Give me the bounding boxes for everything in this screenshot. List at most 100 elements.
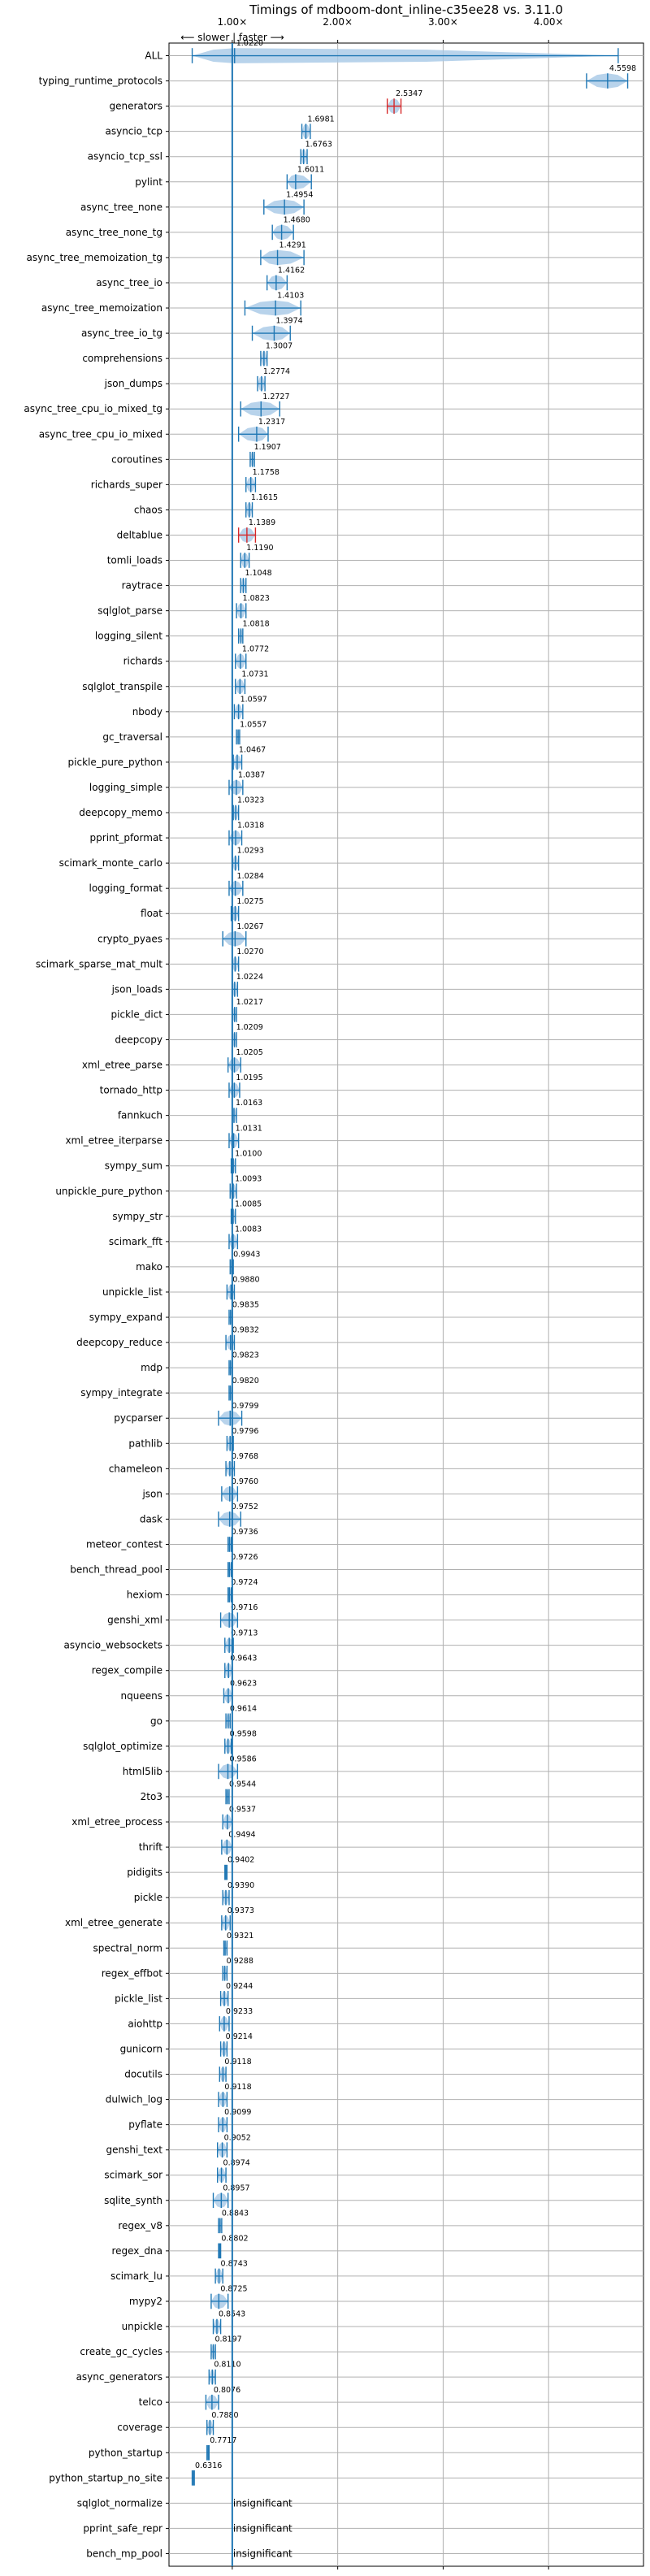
value-label: 1.0467 xyxy=(239,746,266,755)
benchmark-label: pickle xyxy=(134,1892,162,1903)
value-label: 0.9586 xyxy=(229,1755,256,1764)
x-tick-label: 3.00× xyxy=(428,16,458,28)
benchmark-label: coverage xyxy=(117,2422,162,2433)
benchmark-label: nbody xyxy=(132,706,162,718)
benchmark-label: deepcopy_reduce xyxy=(76,1337,162,1348)
benchmark-label: json_dumps xyxy=(104,378,162,389)
value-label: 1.4162 xyxy=(278,267,305,275)
benchmark-label: scimark_lu xyxy=(110,2270,162,2282)
benchmark-label: asyncio_tcp xyxy=(105,126,162,137)
benchmark-label: regex_compile xyxy=(92,1665,162,1676)
chart-title: Timings of mdboom-dont_inline-c35ee28 vs… xyxy=(249,2,563,18)
benchmark-label: python_startup_no_site xyxy=(49,2472,162,2483)
value-label: 1.0267 xyxy=(236,922,263,931)
benchmark-label: async_tree_cpu_io_mixed_tg xyxy=(24,403,162,414)
benchmark-label: async_tree_io xyxy=(96,277,162,288)
value-label: 1.0224 xyxy=(236,973,263,982)
value-label: 0.9752 xyxy=(232,1503,258,1511)
benchmark-label: scimark_fft xyxy=(109,1236,162,1247)
benchmark-label: sympy_integrate xyxy=(80,1387,162,1399)
value-label: 4.5598 xyxy=(609,64,636,73)
benchmark-label: tornado_http xyxy=(100,1085,162,1096)
value-label: 0.9823 xyxy=(232,1351,259,1360)
benchmark-label: 2to3 xyxy=(141,1791,162,1802)
direction-label: ⟵ slower | faster ⟶ xyxy=(180,32,284,43)
benchmark-label: sqlglot_normalize xyxy=(77,2497,162,2509)
benchmark-label: logging_format xyxy=(89,883,162,894)
benchmark-label: gc_traversal xyxy=(102,731,162,743)
benchmark-label: deepcopy_memo xyxy=(79,807,162,818)
benchmark-label: tomli_loads xyxy=(107,555,162,566)
value-label: 1.3007 xyxy=(266,342,292,351)
benchmark-label: async_tree_none_tg xyxy=(66,227,162,238)
benchmark-label: pylint xyxy=(135,176,162,188)
benchmark-label: aiohttp xyxy=(128,2018,162,2029)
benchmark-label: pickle_dict xyxy=(111,1008,163,1020)
benchmark-label: pprint_safe_repr xyxy=(83,2522,162,2534)
value-label: 0.9724 xyxy=(231,1578,258,1587)
benchmark-label: telco xyxy=(139,2396,162,2408)
x-tick-label: 1.00× xyxy=(217,16,247,28)
x-tick-label: 4.00× xyxy=(534,16,564,28)
value-label: 1.0085 xyxy=(235,1199,262,1208)
value-label: 0.7717 xyxy=(210,2436,236,2445)
benchmark-label: hexiom xyxy=(127,1589,162,1601)
value-label: 1.4954 xyxy=(286,190,313,199)
benchmark-label: pyflate xyxy=(128,2119,162,2131)
value-label: 1.0209 xyxy=(236,1023,263,1032)
benchmark-label: async_tree_none xyxy=(80,202,162,213)
value-label: 1.6763 xyxy=(306,140,332,149)
benchmark-label: chaos xyxy=(134,504,162,515)
value-label: 0.8974 xyxy=(223,2158,250,2167)
value-label: 0.9768 xyxy=(232,1452,258,1461)
value-label: 0.9321 xyxy=(227,1932,254,1941)
benchmark-label: richards_super xyxy=(91,479,162,490)
value-label: 0.9288 xyxy=(227,1957,254,1966)
value-label: 0.9832 xyxy=(232,1326,259,1335)
benchmark-label: xml_etree_generate xyxy=(65,1917,162,1928)
value-label: 0.9494 xyxy=(228,1831,255,1840)
benchmark-label: richards xyxy=(124,656,162,667)
value-label: 0.8843 xyxy=(222,2209,249,2218)
value-label: 1.0205 xyxy=(236,1048,263,1057)
benchmark-label: async_generators xyxy=(76,2371,162,2383)
value-label: 0.8197 xyxy=(214,2335,241,2344)
benchmark-label: json xyxy=(141,1488,162,1499)
benchmark-label: bench_mp_pool xyxy=(86,2548,162,2559)
value-label: 0.9713 xyxy=(231,1628,258,1637)
value-label: 0.9099 xyxy=(224,2108,251,2117)
benchmark-label: pathlib xyxy=(128,1438,162,1449)
value-label: 0.9736 xyxy=(231,1528,258,1537)
value-label: 0.9796 xyxy=(232,1427,258,1436)
value-label: 0.9537 xyxy=(229,1806,256,1815)
value-label: 1.0772 xyxy=(242,644,269,653)
benchmark-label: sympy_str xyxy=(112,1211,162,1222)
benchmark-label: docutils xyxy=(124,2069,162,2080)
benchmark-label: scimark_sparse_mat_mult xyxy=(36,958,162,969)
benchmark-label: raytrace xyxy=(122,580,162,592)
value-label: 1.1758 xyxy=(253,468,280,477)
benchmark-label: mdp xyxy=(141,1362,162,1373)
benchmark-label: bench_thread_pool xyxy=(70,1564,162,1576)
value-label: 0.9118 xyxy=(224,2083,251,2092)
value-label: 1.4680 xyxy=(284,215,310,224)
benchmark-label: dulwich_log xyxy=(106,2094,162,2105)
benchmark-label: logging_simple xyxy=(89,782,162,793)
benchmark-label: xml_etree_parse xyxy=(82,1060,162,1071)
benchmark-label: nqueens xyxy=(121,1690,162,1702)
benchmark-label: typing_runtime_protocols xyxy=(39,76,162,87)
benchmark-label: html5lib xyxy=(123,1766,162,1777)
benchmark-label: sqlglot_transpile xyxy=(82,681,162,692)
benchmark-label: generators xyxy=(109,101,162,112)
benchmark-label: deepcopy xyxy=(115,1034,162,1045)
value-label: 0.9390 xyxy=(228,1881,254,1890)
benchmark-label: unpickle_list xyxy=(102,1286,162,1298)
benchmark-label: xml_etree_iterparse xyxy=(65,1135,162,1147)
benchmark-label: comprehensions xyxy=(82,353,162,364)
benchmark-label: pickle_pure_python xyxy=(68,757,162,768)
benchmark-label: genshi_text xyxy=(106,2144,163,2156)
value-label: 1.0131 xyxy=(236,1124,262,1133)
insignificant-label: insignificant xyxy=(233,2548,292,2559)
value-label: 0.9402 xyxy=(228,1856,254,1865)
